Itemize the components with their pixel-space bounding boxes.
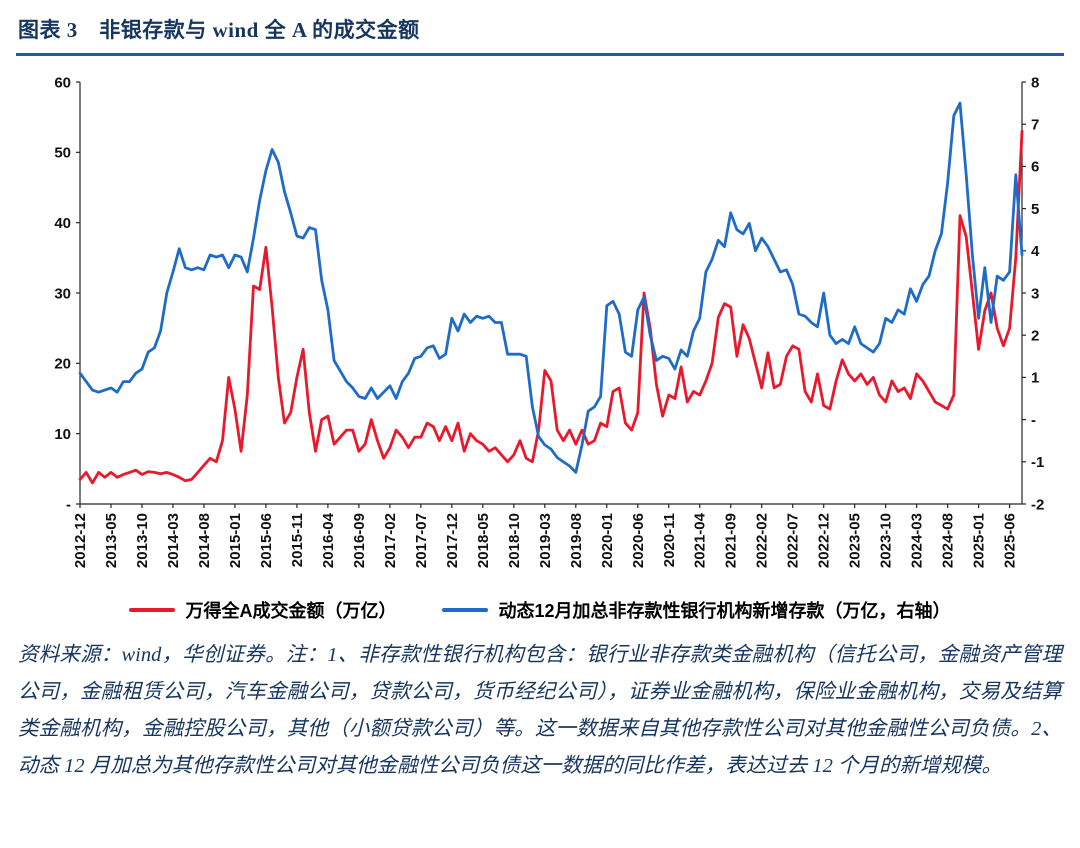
svg-text:2015-11: 2015-11 — [289, 513, 306, 567]
svg-text:4: 4 — [1031, 243, 1040, 260]
chart-area: 60 50 40 30 20 10 - 8 7 6 5 4 3 2 1 - -1 -2 2012-12 2013-05… — [16, 70, 1064, 597]
svg-text:2016-09: 2016-09 — [351, 513, 368, 568]
svg-text:1: 1 — [1031, 370, 1039, 387]
svg-text:2016-04: 2016-04 — [320, 512, 337, 568]
chart-svg: 60 50 40 30 20 10 - 8 7 6 5 4 3 2 1 - -1 -2 2012-12 2013-05… — [54, 74, 1044, 568]
source-note: 资料来源：wind，华创证券。注：1、非存款性银行机构包含：银行业非存款类金融机… — [18, 644, 1062, 777]
svg-text:2023-05: 2023-05 — [847, 513, 864, 568]
svg-text:2017-07: 2017-07 — [413, 513, 430, 568]
svg-text:2014-03: 2014-03 — [165, 513, 182, 568]
legend-label-blue: 动态12月加总非存款性银行机构新增存款（万亿，右轴） — [498, 601, 951, 621]
figure-header: 图表 3 非银存款与 wind 全 A 的成交金额 — [16, 14, 1064, 56]
svg-text:10: 10 — [54, 426, 71, 443]
svg-text:2017-02: 2017-02 — [382, 513, 399, 568]
svg-text:2023-10: 2023-10 — [878, 513, 895, 568]
svg-text:2015-01: 2015-01 — [227, 513, 244, 568]
svg-text:-: - — [66, 496, 71, 513]
svg-text:7: 7 — [1031, 116, 1039, 133]
svg-text:-2: -2 — [1031, 496, 1044, 513]
svg-text:40: 40 — [54, 215, 71, 232]
svg-text:3: 3 — [1031, 285, 1039, 302]
svg-text:2018-05: 2018-05 — [475, 513, 492, 568]
svg-text:-: - — [1031, 412, 1036, 429]
svg-text:2014-08: 2014-08 — [196, 513, 213, 568]
svg-text:2025-06: 2025-06 — [1002, 513, 1019, 568]
legend-label-red: 万得全A成交金额（万亿） — [185, 601, 397, 621]
svg-text:2024-03: 2024-03 — [909, 513, 926, 568]
svg-text:20: 20 — [54, 356, 71, 373]
svg-text:8: 8 — [1031, 74, 1039, 91]
svg-text:2017-12: 2017-12 — [444, 513, 461, 568]
svg-text:2012-12: 2012-12 — [72, 513, 89, 568]
svg-text:2019-03: 2019-03 — [537, 513, 554, 568]
title-underline — [16, 53, 1064, 56]
legend-item-blue: 动态12月加总非存款性银行机构新增存款（万亿，右轴） — [442, 597, 951, 623]
svg-text:2020-01: 2020-01 — [599, 513, 616, 568]
svg-text:2020-11: 2020-11 — [661, 513, 678, 567]
svg-text:60: 60 — [54, 74, 71, 91]
svg-text:2024-08: 2024-08 — [940, 513, 957, 568]
svg-text:2021-04: 2021-04 — [692, 512, 709, 568]
svg-text:5: 5 — [1031, 201, 1039, 218]
blue-line-swatch — [442, 608, 489, 612]
legend-item-red: 万得全A成交金额（万亿） — [129, 597, 396, 623]
figure-title: 图表 3 非银存款与 wind 全 A 的成交金额 — [18, 18, 420, 42]
svg-text:6: 6 — [1031, 159, 1039, 176]
svg-text:2019-08: 2019-08 — [568, 513, 585, 568]
svg-text:2013-10: 2013-10 — [134, 513, 151, 568]
svg-text:2018-10: 2018-10 — [506, 513, 523, 568]
svg-text:2022-07: 2022-07 — [785, 513, 802, 568]
svg-text:2020-06: 2020-06 — [630, 513, 647, 568]
svg-text:2022-02: 2022-02 — [754, 513, 771, 568]
svg-text:-1: -1 — [1031, 454, 1044, 471]
svg-text:2013-05: 2013-05 — [103, 513, 120, 568]
svg-text:30: 30 — [54, 285, 71, 302]
chart-legend: 万得全A成交金额（万亿） 动态12月加总非存款性银行机构新增存款（万亿，右轴） — [16, 597, 1064, 623]
svg-text:2: 2 — [1031, 327, 1039, 344]
svg-text:2021-09: 2021-09 — [723, 513, 740, 568]
svg-text:2022-12: 2022-12 — [816, 513, 833, 568]
red-line-swatch — [129, 608, 176, 612]
svg-text:2025-01: 2025-01 — [971, 513, 988, 568]
svg-text:50: 50 — [54, 145, 71, 162]
svg-text:2015-06: 2015-06 — [258, 513, 275, 568]
